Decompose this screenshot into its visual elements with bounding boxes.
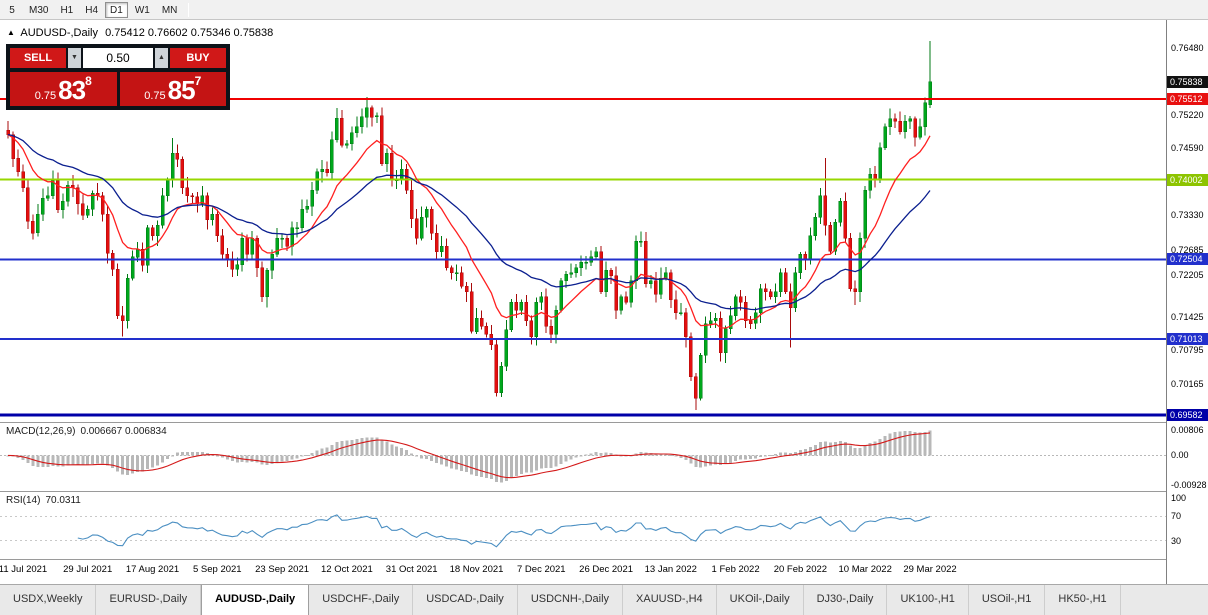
time-axis-label: 5 Sep 2021 <box>192 564 242 575</box>
tab-usoil-h1[interactable]: USOil-,H1 <box>969 585 1046 615</box>
price-axis-tick: 0.74590 <box>1171 143 1204 154</box>
tab-eurusd-daily[interactable]: EURUSD-,Daily <box>96 585 202 615</box>
time-axis-label: 26 Dec 2021 <box>579 564 634 575</box>
one-click-trade-panel: SELL ▼ 0.50 ▲ BUY 0.75 83 8 0.75 85 7 <box>6 44 230 110</box>
macd-axis-tick: -0.00928 <box>1171 479 1207 490</box>
time-axis-label: 11 Jul 2021 <box>0 564 48 575</box>
tab-usdx-weekly[interactable]: USDX,Weekly <box>0 585 97 615</box>
macd-axis-tick: 0.00806 <box>1171 424 1204 435</box>
price-axis-marker: 0.69582 <box>1167 409 1208 421</box>
ask-pip-digit: 7 <box>194 74 202 88</box>
price-axis-marker: 0.74002 <box>1167 173 1208 186</box>
tab-audusd-daily[interactable]: AUDUSD-,Daily <box>201 585 310 615</box>
chart-ohlc-values: 0.75412 0.76602 0.75346 0.75838 <box>105 27 274 39</box>
tab-usdcad-daily[interactable]: USDCAD-,Daily <box>413 585 518 615</box>
rsi-name: RSI(14) <box>6 495 41 506</box>
price-axis-tick: 0.72205 <box>1171 270 1204 281</box>
ask-big-digits: 85 <box>167 75 196 105</box>
volume-input[interactable]: 0.50 <box>83 48 153 68</box>
tab-ukoil-daily[interactable]: UKOil-,Daily <box>717 585 804 615</box>
timeframe-button-h4[interactable]: H4 <box>85 4 99 16</box>
price-axis-marker: 0.71013 <box>1167 332 1208 345</box>
main-chart[interactable] <box>0 20 1166 565</box>
time-axis-label: 17 Aug 2021 <box>125 564 180 575</box>
chart-symbol: AUDUSD-,Daily <box>20 27 98 39</box>
time-axis[interactable]: 11 Jul 2021 29 Jul 2021 17 Aug 2021 5 Sep 2… <box>0 560 1166 583</box>
price-axis-tick: 0.70795 <box>1171 345 1204 356</box>
tab-xauusd-h4[interactable]: XAUUSD-,H4 <box>623 585 717 615</box>
price-axis-tick: 0.73330 <box>1171 210 1204 221</box>
time-axis-label: 29 Mar 2022 <box>903 564 957 575</box>
rsi-axis-tick: 70 <box>1171 511 1182 522</box>
price-axis-tick: 0.70165 <box>1171 378 1204 389</box>
price-axis-marker: 0.75512 <box>1167 93 1208 106</box>
bid-prefix: 0.75 <box>34 90 57 102</box>
time-axis-label: 23 Sep 2021 <box>255 564 310 575</box>
bid-price-display: 0.75 83 8 <box>10 72 117 106</box>
time-axis-label: 29 Jul 2021 <box>63 564 113 575</box>
price-axis-tick: 0.72685 <box>1171 244 1204 255</box>
timeframe-button-m30[interactable]: M30 <box>29 4 49 16</box>
bid-pip-digit: 8 <box>85 74 92 88</box>
time-axis-label: 20 Feb 2022 <box>773 564 828 575</box>
timeframe-button-mn[interactable]: MN <box>161 4 178 16</box>
price-axis-tick: 0.76480 <box>1171 42 1204 53</box>
chart-title: ▲ AUDUSD-,Daily 0.75412 0.76602 0.75346 … <box>7 27 273 39</box>
time-axis-label: 1 Feb 2022 <box>711 564 760 575</box>
volume-down-button[interactable]: ▼ <box>68 48 81 68</box>
price-axis-marker: 0.75838 <box>1167 75 1208 88</box>
buy-button[interactable]: BUY <box>170 48 226 68</box>
ask-prefix: 0.75 <box>144 90 166 102</box>
tab-dj30-daily[interactable]: DJ30-,Daily <box>804 585 888 615</box>
rsi-axis-tick: 100 <box>1171 493 1187 504</box>
tab-uk100-h1[interactable]: UK100-,H1 <box>887 585 969 615</box>
volume-up-button[interactable]: ▲ <box>155 48 168 68</box>
price-axis[interactable]: 0.76480 0.75220 0.74590 0.73330 0.72685 0.722… <box>1166 20 1208 584</box>
tab-usdcnh-daily[interactable]: USDCNH-,Daily <box>518 585 624 615</box>
toolbar-separator <box>188 2 190 17</box>
symbol-tabbar: USDX,Weekly EURUSD-,Daily AUDUSD-,Daily USD… <box>0 584 1208 615</box>
price-axis-tick: 0.75220 <box>1171 109 1204 120</box>
macd-axis-tick: 0.00 <box>1171 450 1189 461</box>
ask-price-display: 0.75 85 7 <box>119 72 226 106</box>
timeframe-button-w1[interactable]: W1 <box>134 4 150 16</box>
price-axis-marker: 0.72504 <box>1167 253 1208 266</box>
timeframe-button-5[interactable]: 5 <box>9 4 15 16</box>
sell-button[interactable]: SELL <box>10 48 66 68</box>
time-axis-label: 18 Nov 2021 <box>449 564 504 575</box>
rsi-value: 70.0311 <box>45 495 81 506</box>
symbol-marker-icon: ▲ <box>7 28 15 37</box>
time-axis-label: 12 Oct 2021 <box>321 564 373 575</box>
macd-label: MACD(12,26,9) 0.006667 0.006834 <box>6 426 167 437</box>
time-axis-label: 7 Dec 2021 <box>517 564 566 575</box>
timeframe-toolbar: 5 M30 H1 H4 D1 W1 MN <box>0 0 1208 20</box>
macd-name: MACD(12,26,9) <box>6 426 76 437</box>
tab-hk50-h1[interactable]: HK50-,H1 <box>1045 585 1121 615</box>
rsi-axis-tick: 30 <box>1171 535 1182 546</box>
timeframe-button-h1[interactable]: H1 <box>60 4 74 16</box>
time-axis-label: 31 Oct 2021 <box>385 564 438 575</box>
macd-values: 0.006667 0.006834 <box>80 426 167 437</box>
price-axis-tick: 0.71425 <box>1171 311 1204 322</box>
timeframe-button-d1[interactable]: D1 <box>105 1 128 18</box>
tab-usdchf-daily[interactable]: USDCHF-,Daily <box>309 585 414 615</box>
time-axis-label: 13 Jan 2022 <box>644 564 697 575</box>
time-axis-label: 10 Mar 2022 <box>838 564 892 575</box>
bid-big-digits: 83 <box>58 75 86 105</box>
rsi-label: RSI(14) 70.0311 <box>6 495 81 506</box>
